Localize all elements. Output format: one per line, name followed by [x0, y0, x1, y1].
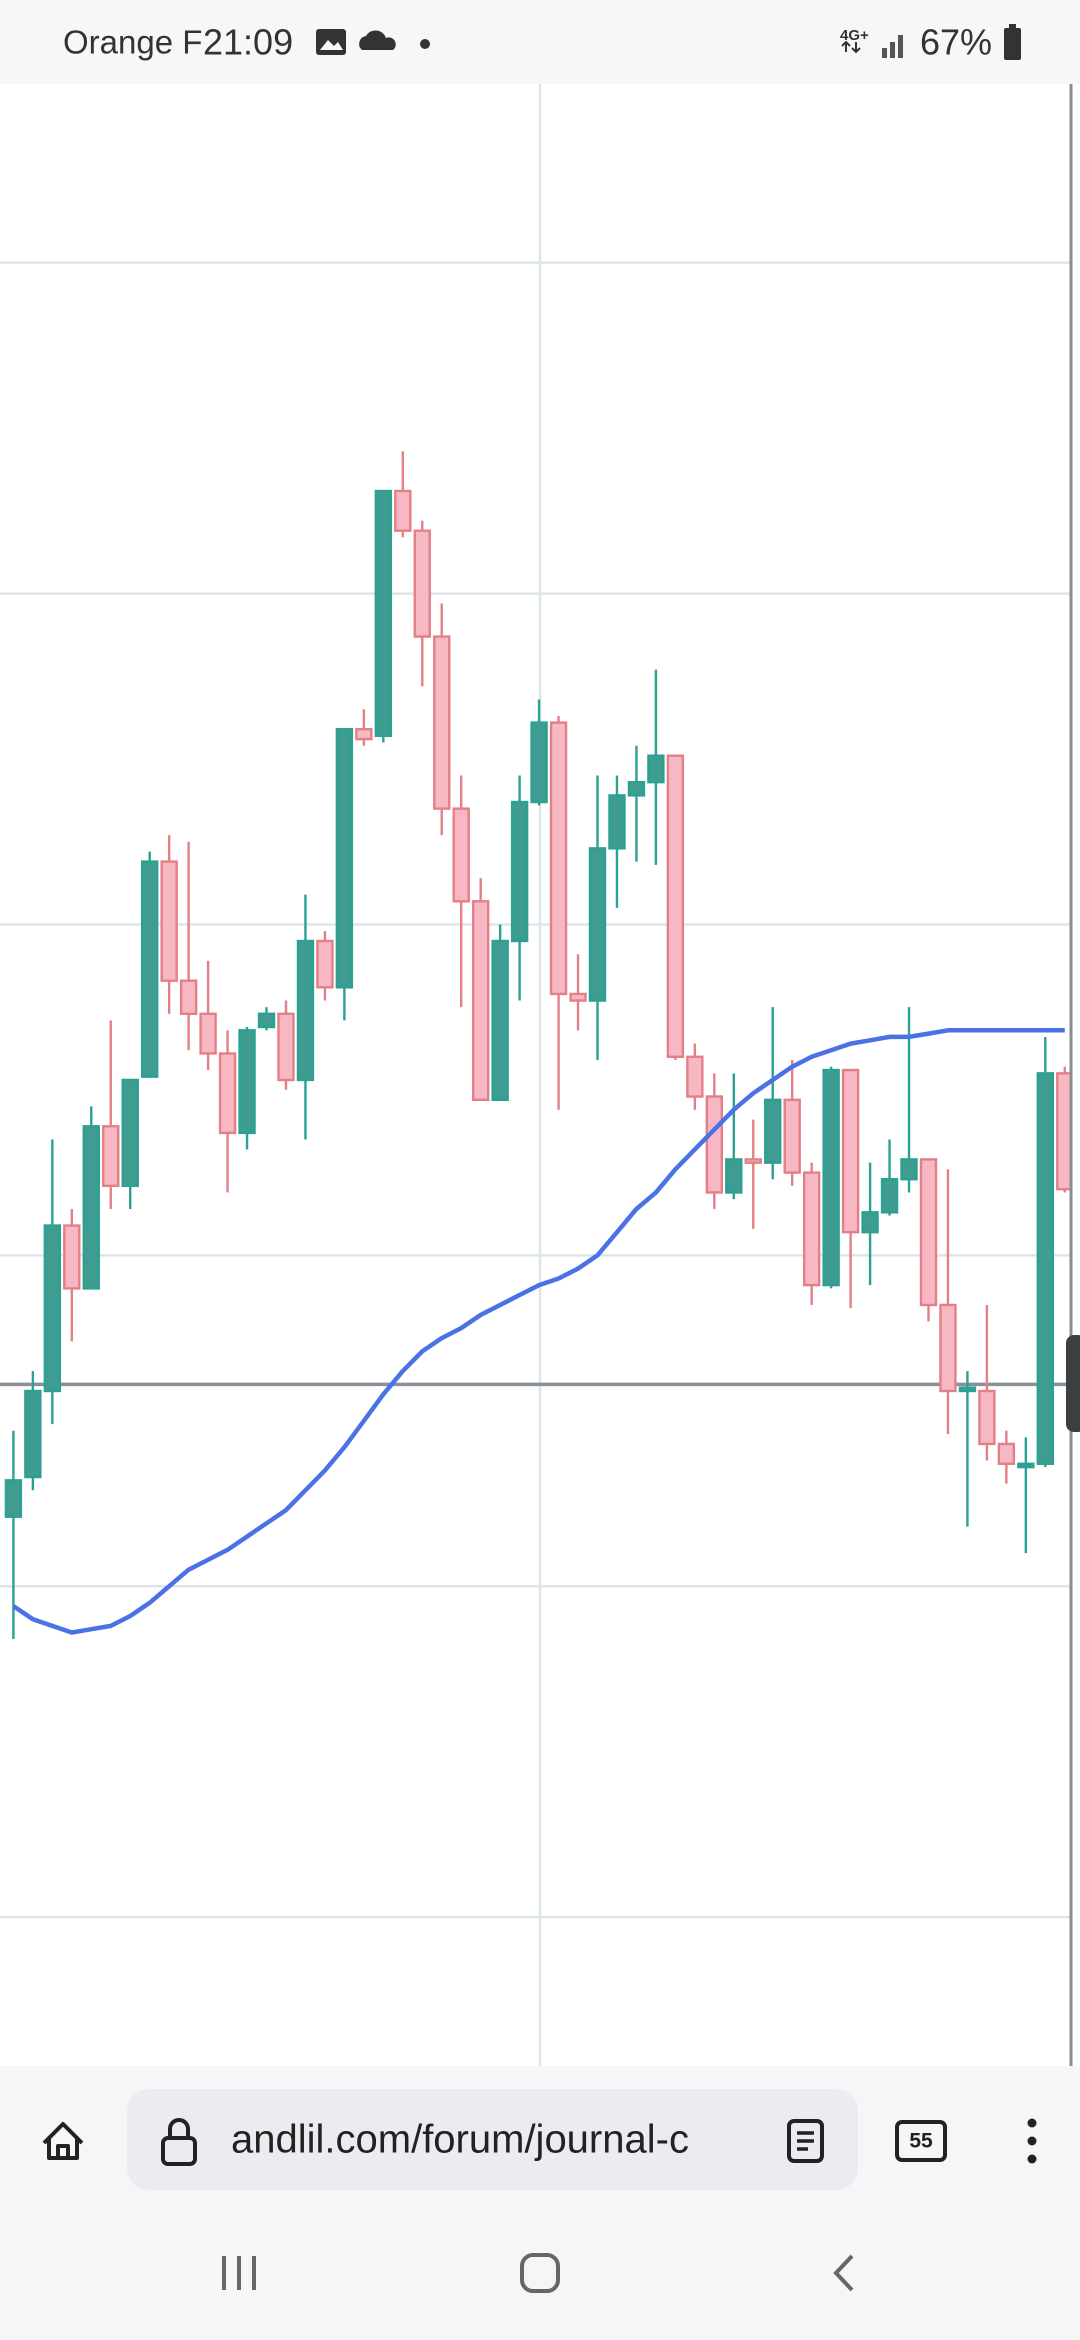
plot — [0, 451, 1071, 1640]
candle-body — [764, 1098, 782, 1164]
menu-button[interactable] — [1027, 2118, 1037, 2164]
candle-body — [238, 1029, 256, 1135]
candle-body — [24, 1389, 42, 1479]
candle-body — [919, 1158, 938, 1307]
candle-body — [802, 1171, 821, 1287]
candle-body — [686, 1055, 704, 1098]
candle-body — [102, 1125, 120, 1188]
price-handle[interactable] — [1066, 1335, 1080, 1432]
candle-body — [316, 939, 334, 989]
candle-body — [257, 1012, 276, 1029]
candle-body — [63, 1224, 81, 1290]
candle-body — [160, 860, 178, 982]
tabs-button[interactable] — [895, 2120, 947, 2162]
url-field[interactable] — [127, 2089, 858, 2190]
candle-body — [121, 1078, 139, 1188]
candle-body — [452, 807, 470, 903]
grid — [0, 261, 1071, 1919]
candle-body — [880, 1178, 899, 1214]
tab-count: 55 — [909, 2130, 933, 2153]
candle-body — [783, 1098, 801, 1174]
candle-body — [939, 1303, 957, 1393]
candle-body — [1017, 1462, 1035, 1469]
candle-body — [355, 728, 373, 741]
back-button[interactable] — [833, 2254, 854, 2292]
candle-body — [725, 1158, 743, 1194]
candle-body — [82, 1125, 100, 1290]
candle-body — [491, 939, 509, 1102]
candle-body — [569, 992, 587, 1002]
home-button[interactable] — [42, 2122, 84, 2160]
candle-body — [744, 1158, 762, 1164]
candle-body — [627, 780, 646, 797]
status-icons — [316, 24, 1021, 60]
candle-body — [394, 489, 412, 532]
candle-body — [140, 860, 159, 1078]
network-type: 4G+ — [840, 27, 869, 44]
reader-button[interactable] — [787, 2119, 824, 2163]
candle-body — [335, 728, 354, 989]
candle-body — [296, 939, 315, 1082]
clock: 21:09 — [203, 22, 293, 63]
candle-body — [277, 1012, 295, 1082]
candle-body — [471, 900, 490, 1102]
candle-body — [900, 1158, 918, 1181]
candle-body — [997, 1442, 1016, 1465]
candle-body — [841, 1068, 860, 1234]
navigation-bar — [0, 2200, 1080, 2340]
candle-body — [978, 1389, 996, 1446]
candle-body — [666, 754, 685, 1059]
candle-body — [530, 721, 548, 804]
home-nav-button[interactable] — [520, 2253, 560, 2293]
candle-body — [4, 1479, 23, 1518]
candle-body — [218, 1052, 237, 1135]
lock-icon — [161, 2118, 197, 2166]
candle-body — [958, 1386, 977, 1393]
candle-body — [413, 529, 431, 638]
candle-body — [510, 800, 529, 943]
data-arrows — [841, 40, 861, 54]
candle-body — [705, 1095, 724, 1194]
candle-body — [1036, 1072, 1055, 1465]
candle-body — [588, 847, 607, 1002]
url-fade — [690, 2100, 751, 2180]
recents-button[interactable] — [222, 2256, 256, 2290]
candle-body — [179, 979, 198, 1015]
candle-body — [43, 1224, 62, 1393]
battery-level: 67% — [920, 22, 992, 63]
url-text[interactable]: andlil.com/forum/journal-c — [231, 2118, 689, 2162]
candle-body — [822, 1068, 840, 1287]
candle-body — [433, 635, 451, 810]
candle-body — [1056, 1072, 1071, 1191]
moving-average — [12, 1028, 1065, 1635]
candle-body — [608, 794, 626, 850]
url-clip: andlil.com/forum/journal-c — [231, 2118, 689, 2162]
candle-body — [861, 1211, 879, 1234]
candle-body — [199, 1012, 217, 1055]
carrier: Orange F — [63, 24, 202, 61]
candle-body — [549, 721, 568, 996]
candle-body — [647, 754, 665, 784]
candle-body — [374, 489, 393, 738]
